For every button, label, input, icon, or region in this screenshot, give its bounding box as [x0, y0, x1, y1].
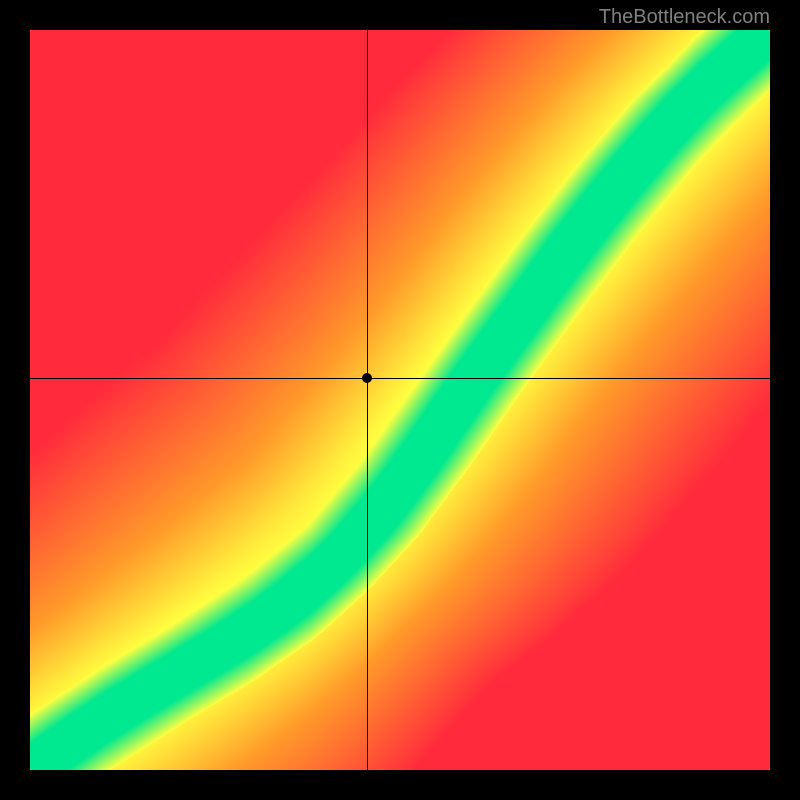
heatmap-canvas — [30, 30, 770, 770]
crosshair-marker — [362, 373, 372, 383]
crosshair-horizontal — [30, 378, 770, 379]
crosshair-vertical — [367, 30, 368, 770]
watermark-text: TheBottleneck.com — [599, 6, 770, 29]
plot-area — [30, 30, 770, 770]
